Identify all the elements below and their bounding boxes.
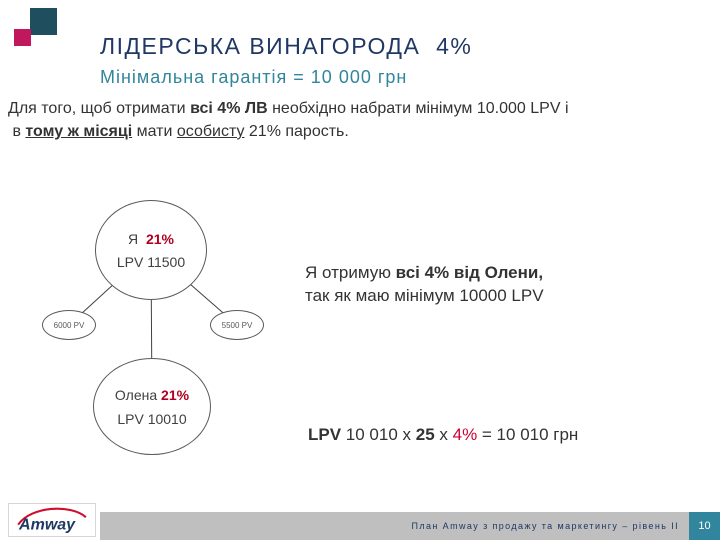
body-paragraph: Для того, щоб отримати всі 4% ЛВ необхід…	[8, 98, 716, 143]
node-self-percent: 21%	[145, 230, 174, 247]
callout-line1: Я отримую всі 4% від Олени,	[305, 262, 544, 285]
formula-part3: = 10 010 грн	[477, 425, 579, 444]
callout-line1-bold: всі 4% від Олени,	[395, 263, 544, 282]
body-run: Для того, щоб отримати	[8, 100, 191, 117]
node-right-pv-label: 5500 PV	[221, 320, 253, 330]
body-run-underline: особисту	[176, 122, 245, 140]
formula-percent: 4%	[452, 425, 478, 444]
callout-text: Я отримую всі 4% від Олени, так як маю м…	[305, 262, 544, 308]
node-self: Я 21% LPV 11500	[95, 200, 207, 300]
node-self-lpv: LPV 11500	[116, 253, 186, 270]
formula-text: LPV 10 010 х 25 х 4% = 10 010 грн	[308, 425, 578, 445]
callout-line1-plain: Я отримую	[305, 263, 396, 282]
amway-logo-text: Amway	[18, 516, 76, 533]
body-run: в	[12, 122, 26, 140]
node-partner-name-line: Олена 21%	[115, 387, 189, 403]
body-run-bold: всі 4% ЛВ	[190, 100, 268, 117]
slide-subtitle: Мінімальна гарантія = 10 000 грн	[100, 67, 408, 87]
formula-lpv: LPV	[308, 425, 342, 444]
body-run-bold-underline: тому ж місяці	[25, 122, 133, 140]
formula-mult: 25	[415, 425, 435, 444]
body-run: необхідно набрати мінімум 10.000 LPV і	[267, 100, 569, 117]
formula-part1: 10 010 х	[341, 425, 416, 444]
node-partner-lpv: LPV 10010	[117, 410, 187, 427]
node-left-pv-label: 6000 PV	[53, 320, 85, 330]
node-partner-name: Олена	[114, 386, 158, 403]
amway-logo: Amway	[8, 503, 96, 537]
body-run: 21% парость.	[244, 122, 349, 140]
slide-header: ЛІДЕРСЬКА ВИНАГОРОДА 4% Мінімальна гаран…	[100, 33, 472, 88]
body-run: мати	[132, 122, 177, 140]
decoration-square-magenta	[14, 29, 31, 46]
node-left-pv: 6000 PV	[42, 310, 96, 340]
node-self-name-line: Я 21%	[128, 231, 174, 247]
node-right-pv: 5500 PV	[210, 310, 264, 340]
decoration-square-dark	[30, 8, 57, 35]
node-partner: Олена 21% LPV 10010	[93, 358, 211, 455]
callout-line2: так як маю мінімум 10000 LPV	[305, 285, 544, 305]
amway-logo-swoosh	[17, 507, 87, 526]
slide-title: ЛІДЕРСЬКА ВИНАГОРОДА 4%	[100, 33, 473, 59]
node-self-name: Я	[128, 230, 139, 247]
org-diagram: Я 21% LPV 11500 6000 PV 5500 PV Олена 21…	[30, 195, 290, 460]
footer-bar: План Amway з продажу та маркетингу – рів…	[100, 512, 689, 540]
node-partner-percent: 21%	[161, 386, 190, 403]
formula-part2: х	[434, 425, 453, 444]
amway-logo-graphic: Amway	[17, 507, 87, 533]
page-number: 10	[689, 512, 720, 540]
